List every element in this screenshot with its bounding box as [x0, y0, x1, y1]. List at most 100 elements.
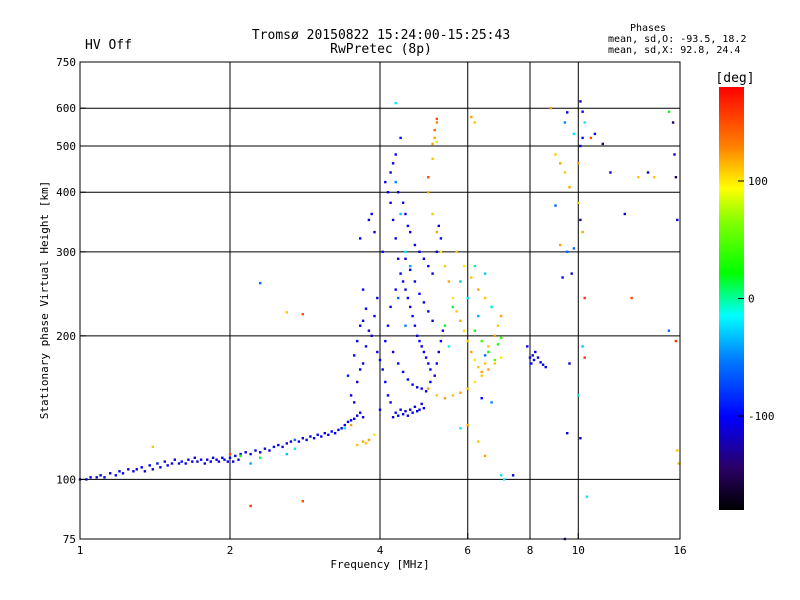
data-point [272, 445, 276, 449]
x-axis-label: Frequency [MHz] [330, 558, 429, 571]
data-point [389, 171, 392, 174]
data-point [370, 334, 373, 337]
data-point [531, 354, 534, 357]
data-point [356, 380, 359, 384]
data-point [404, 324, 407, 327]
data-point [211, 456, 215, 459]
x-tick-label: 8 [527, 544, 534, 557]
data-point [528, 356, 532, 359]
data-point [637, 176, 640, 179]
data-point [373, 433, 376, 436]
data-point [163, 460, 166, 463]
data-point [381, 368, 384, 371]
data-point [623, 212, 626, 216]
colorbar-tick-label: 0 [748, 293, 755, 306]
data-point [487, 350, 490, 354]
data-point [263, 447, 267, 450]
data-point [549, 107, 552, 110]
data-point [420, 387, 423, 390]
data-point [496, 324, 500, 327]
data-point [674, 176, 678, 179]
data-point [526, 345, 529, 348]
data-point [554, 204, 557, 207]
data-point [397, 191, 400, 194]
data-point [191, 460, 194, 463]
data-point [285, 311, 288, 314]
data-point [563, 121, 567, 124]
data-point [148, 464, 151, 467]
data-point [413, 243, 417, 247]
x-tick-label: 10 [572, 544, 585, 557]
data-point [437, 350, 440, 354]
data-point [416, 386, 419, 389]
data-point [447, 280, 451, 283]
data-point [420, 345, 423, 348]
data-point [180, 460, 183, 463]
data-point [570, 272, 573, 275]
data-point [285, 452, 288, 456]
data-point [601, 142, 604, 146]
data-point [127, 468, 130, 471]
data-point [443, 264, 447, 268]
data-point [221, 456, 224, 459]
data-point [477, 288, 480, 291]
data-point [435, 117, 438, 121]
data-point [143, 470, 147, 473]
data-point [437, 224, 440, 228]
data-point [356, 414, 359, 417]
data-point [416, 334, 419, 337]
data-point [394, 411, 397, 414]
colorbar-tick-label: -100 [748, 410, 775, 423]
data-point [391, 350, 395, 354]
data-point [95, 476, 98, 479]
data-point [579, 437, 582, 440]
data-point [433, 136, 436, 140]
data-point [239, 454, 242, 458]
data-point [103, 476, 106, 479]
data-point [159, 466, 162, 469]
data-point [577, 201, 580, 204]
data-point [483, 354, 487, 357]
data-point [156, 462, 159, 465]
data-point [173, 458, 176, 461]
y-tick-label: 500 [56, 140, 76, 153]
data-point [386, 191, 390, 194]
data-point [373, 314, 376, 318]
data-point [320, 435, 323, 438]
data-point [487, 368, 490, 371]
data-point [151, 468, 154, 471]
data-point [361, 288, 365, 291]
data-point [215, 458, 218, 461]
data-point [394, 180, 397, 184]
data-point [249, 504, 252, 508]
data-point [477, 440, 480, 443]
data-point [577, 162, 580, 165]
data-point [435, 250, 438, 253]
data-point [418, 292, 421, 295]
data-point [409, 268, 412, 271]
data-point [394, 101, 397, 105]
data-point [581, 230, 584, 234]
data-point [667, 110, 671, 113]
data-point [470, 350, 473, 354]
data-point [364, 345, 368, 348]
data-point [323, 432, 326, 435]
data-point [254, 449, 257, 452]
data-point [455, 250, 458, 253]
data-point [431, 212, 434, 216]
data-point [411, 383, 414, 386]
data-point [386, 324, 390, 327]
data-point [416, 410, 419, 413]
data-point [439, 237, 443, 240]
data-point [477, 314, 480, 318]
data-point [532, 358, 536, 362]
y-tick-label: 300 [56, 246, 76, 259]
data-point [499, 356, 503, 359]
data-point [384, 339, 387, 343]
colorbar-label: [deg] [715, 71, 754, 86]
data-point [394, 237, 397, 240]
data-point [406, 378, 410, 381]
data-point [483, 362, 487, 365]
data-point [427, 362, 430, 365]
data-point [667, 329, 671, 332]
